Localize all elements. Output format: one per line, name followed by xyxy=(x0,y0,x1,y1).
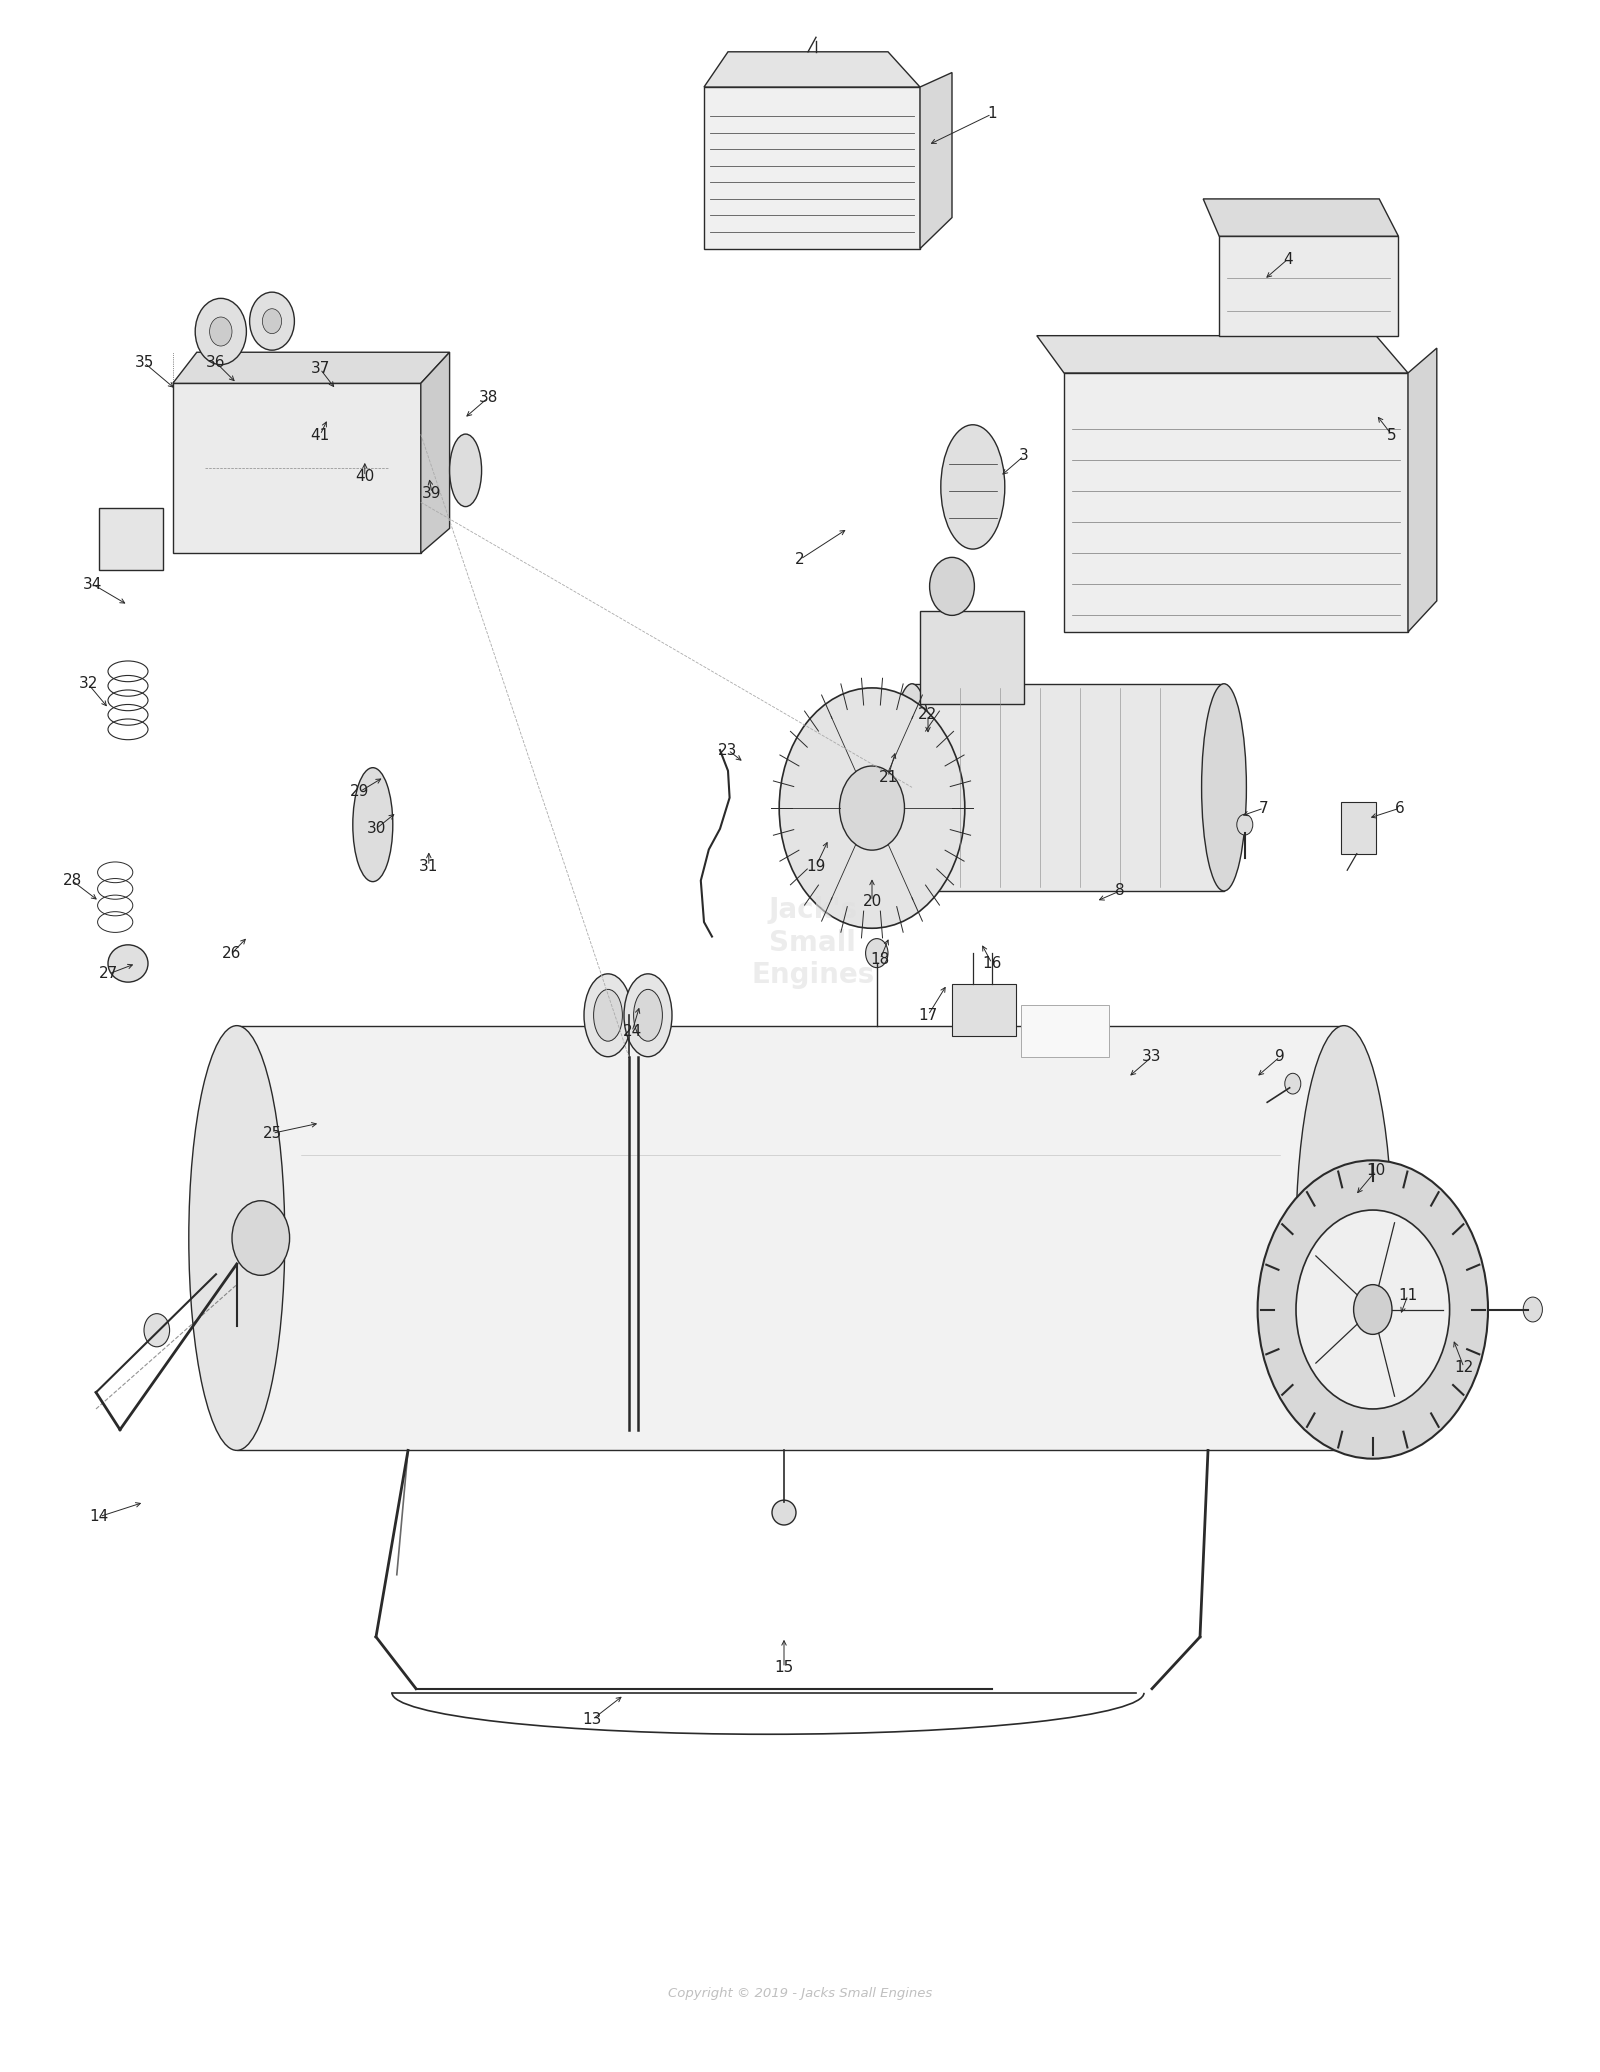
Circle shape xyxy=(930,557,974,615)
Circle shape xyxy=(262,309,282,334)
Polygon shape xyxy=(920,73,952,249)
Ellipse shape xyxy=(594,990,622,1042)
Text: 10: 10 xyxy=(1366,1162,1386,1179)
Circle shape xyxy=(195,298,246,365)
Circle shape xyxy=(210,317,232,346)
Polygon shape xyxy=(1219,236,1398,336)
Text: 19: 19 xyxy=(806,858,826,874)
Polygon shape xyxy=(704,87,920,249)
Circle shape xyxy=(840,767,904,850)
Text: 6: 6 xyxy=(1395,800,1405,816)
Text: 13: 13 xyxy=(582,1711,602,1728)
Ellipse shape xyxy=(941,425,1005,549)
Circle shape xyxy=(1354,1285,1392,1334)
Text: 17: 17 xyxy=(918,1007,938,1024)
Text: 27: 27 xyxy=(99,966,118,982)
Ellipse shape xyxy=(624,974,672,1057)
Text: 2: 2 xyxy=(795,551,805,568)
FancyBboxPatch shape xyxy=(173,383,421,553)
Text: 32: 32 xyxy=(78,675,98,692)
Circle shape xyxy=(866,939,888,968)
FancyBboxPatch shape xyxy=(1021,1005,1109,1057)
Text: 36: 36 xyxy=(206,354,226,371)
Polygon shape xyxy=(421,352,450,553)
Text: 8: 8 xyxy=(1115,883,1125,899)
Polygon shape xyxy=(704,52,920,87)
Text: 11: 11 xyxy=(1398,1287,1418,1303)
Circle shape xyxy=(1258,1160,1488,1459)
Text: 41: 41 xyxy=(310,427,330,443)
Polygon shape xyxy=(1037,336,1408,373)
Text: 12: 12 xyxy=(1454,1359,1474,1376)
Text: 18: 18 xyxy=(870,951,890,968)
Text: 23: 23 xyxy=(718,742,738,758)
Circle shape xyxy=(144,1314,170,1347)
Circle shape xyxy=(1285,1073,1301,1094)
FancyBboxPatch shape xyxy=(920,611,1024,704)
FancyBboxPatch shape xyxy=(237,1026,1344,1450)
Ellipse shape xyxy=(1296,1026,1392,1450)
Text: 37: 37 xyxy=(310,361,330,377)
Text: 9: 9 xyxy=(1275,1048,1285,1065)
FancyBboxPatch shape xyxy=(912,684,1224,891)
Text: 7: 7 xyxy=(1259,800,1269,816)
Text: 38: 38 xyxy=(478,390,498,406)
FancyBboxPatch shape xyxy=(952,984,1016,1036)
Circle shape xyxy=(1296,1210,1450,1409)
Text: Copyright © 2019 - Jacks Small Engines: Copyright © 2019 - Jacks Small Engines xyxy=(667,1987,933,1999)
Text: 16: 16 xyxy=(982,955,1002,972)
Circle shape xyxy=(1237,814,1253,835)
Text: 20: 20 xyxy=(862,893,882,910)
Text: 30: 30 xyxy=(366,821,386,837)
FancyBboxPatch shape xyxy=(1341,802,1376,854)
Circle shape xyxy=(250,292,294,350)
Circle shape xyxy=(779,688,965,928)
Text: 28: 28 xyxy=(62,872,82,889)
Circle shape xyxy=(232,1202,290,1276)
Ellipse shape xyxy=(109,945,147,982)
Polygon shape xyxy=(1064,373,1408,632)
Ellipse shape xyxy=(450,435,482,508)
FancyBboxPatch shape xyxy=(99,508,163,570)
Text: Jack's
Small
Engines: Jack's Small Engines xyxy=(750,897,875,988)
Ellipse shape xyxy=(890,684,934,891)
Text: 4: 4 xyxy=(1283,251,1293,267)
Ellipse shape xyxy=(352,769,392,883)
Text: 34: 34 xyxy=(83,576,102,593)
Polygon shape xyxy=(1408,348,1437,632)
Ellipse shape xyxy=(1202,684,1246,891)
Text: 39: 39 xyxy=(422,485,442,501)
Circle shape xyxy=(1523,1297,1542,1322)
Text: 40: 40 xyxy=(355,468,374,485)
Ellipse shape xyxy=(634,990,662,1042)
Text: 1: 1 xyxy=(987,106,997,122)
Polygon shape xyxy=(1203,199,1398,236)
Text: 14: 14 xyxy=(90,1508,109,1525)
Polygon shape xyxy=(173,352,450,383)
Text: 35: 35 xyxy=(134,354,154,371)
Text: 15: 15 xyxy=(774,1660,794,1676)
Text: 22: 22 xyxy=(918,707,938,723)
Text: 33: 33 xyxy=(1142,1048,1162,1065)
Ellipse shape xyxy=(189,1026,285,1450)
Text: 24: 24 xyxy=(622,1024,642,1040)
Text: 21: 21 xyxy=(878,769,898,785)
Text: 25: 25 xyxy=(262,1125,282,1142)
Text: 3: 3 xyxy=(1019,448,1029,464)
Text: 29: 29 xyxy=(350,783,370,800)
Ellipse shape xyxy=(771,1500,797,1525)
Text: 26: 26 xyxy=(222,945,242,961)
Ellipse shape xyxy=(584,974,632,1057)
Text: 5: 5 xyxy=(1387,427,1397,443)
Text: 31: 31 xyxy=(419,858,438,874)
